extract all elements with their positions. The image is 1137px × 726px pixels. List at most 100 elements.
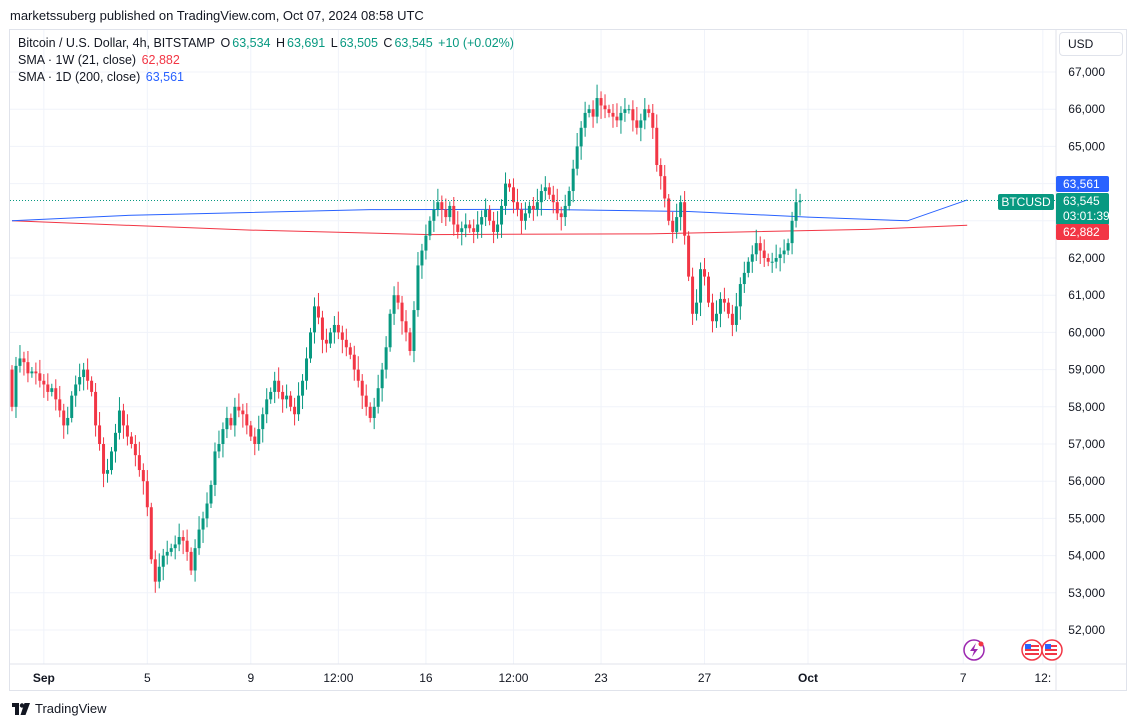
candle (336, 311, 340, 340)
us-flag-icon[interactable] (1041, 639, 1063, 661)
candle-body (691, 276, 695, 314)
candle (663, 165, 667, 208)
candle (340, 325, 344, 354)
x-tick-label: 9 (247, 671, 254, 685)
legend-sma-1d[interactable]: SMA · 1D (200, close) 63,561 (18, 70, 186, 84)
candle-body (94, 391, 98, 426)
x-tick-label: 7 (960, 671, 967, 685)
candle (619, 106, 623, 134)
tradingview-brand[interactable]: TradingView (12, 701, 107, 716)
x-axis: Sep 5 9 12:00 16 12:00 23 27 Oct 7 12: (33, 671, 1051, 685)
currency-button[interactable]: USD (1059, 32, 1123, 56)
candle (396, 281, 400, 310)
candle-body (774, 258, 778, 262)
candle (153, 550, 157, 593)
candle-body (213, 451, 217, 485)
candle-body (575, 146, 579, 169)
candle (460, 221, 464, 246)
legend-main[interactable]: Bitcoin / U.S. Dollar, 4h, BITSTAMP O 63,… (18, 36, 516, 50)
candle (766, 253, 770, 267)
candle-body (766, 258, 770, 262)
candle-body (778, 254, 782, 258)
close-label: C (383, 36, 393, 50)
candle-body (511, 187, 515, 203)
candle (492, 211, 496, 244)
candle-body (113, 432, 117, 452)
candle (293, 397, 297, 426)
candle (464, 213, 468, 238)
candle (643, 98, 647, 130)
candle-body (667, 198, 671, 221)
us-flag-icon[interactable] (1021, 639, 1043, 661)
candle (746, 257, 750, 278)
candle (703, 258, 707, 286)
candle (476, 211, 480, 239)
candle-body (141, 470, 145, 482)
candle-body (34, 371, 38, 374)
candle-body (710, 302, 714, 322)
candle (436, 188, 440, 217)
candle (113, 423, 117, 463)
candle (631, 100, 635, 132)
candle (78, 363, 82, 392)
candle-body (328, 332, 332, 344)
candle (14, 356, 18, 418)
candle-body (229, 417, 233, 426)
candle-body (695, 302, 699, 314)
candle-body (551, 194, 555, 203)
candle-body (189, 551, 193, 571)
candle (70, 391, 74, 423)
sma-1w-layer (11, 220, 968, 236)
candle (388, 309, 392, 352)
candle (309, 327, 312, 363)
candle (647, 104, 651, 118)
candle-body (480, 217, 484, 225)
candle (233, 397, 237, 437)
flash-icon[interactable] (963, 639, 985, 661)
candle-body (22, 358, 26, 363)
candle-body (468, 224, 472, 229)
candle (488, 205, 492, 226)
candle (189, 547, 193, 575)
candle (94, 382, 98, 437)
candle (555, 188, 559, 221)
candle-body (687, 235, 691, 277)
candle (368, 402, 372, 423)
candle-body (508, 183, 511, 188)
candle (428, 216, 432, 241)
candle-body (651, 112, 655, 128)
candle (344, 328, 348, 357)
candle (444, 198, 448, 227)
candle-body (165, 551, 169, 556)
candle-body (699, 269, 703, 303)
candle (257, 415, 261, 451)
candle-body (201, 518, 205, 530)
candle-body (476, 224, 480, 232)
candle (269, 387, 273, 404)
y-tick-label: 60,000 (1068, 325, 1105, 339)
candle-body (217, 444, 221, 452)
candle-body (607, 109, 611, 113)
candle-body (758, 243, 762, 251)
candle-body (18, 358, 22, 366)
candle (559, 206, 563, 231)
candle (798, 193, 802, 216)
candle-body (627, 109, 631, 111)
candle (563, 194, 567, 227)
legend-sma-1w[interactable]: SMA · 1W (21, close) 62,882 (18, 53, 182, 67)
x-tick-label: 23 (594, 671, 608, 685)
candle (535, 188, 539, 217)
candle-body (679, 202, 683, 218)
candle-body (281, 391, 285, 400)
candle-body (352, 354, 356, 370)
candle (86, 358, 90, 390)
candle (726, 298, 730, 319)
candle-body (746, 261, 750, 273)
candle-body (384, 347, 388, 370)
candle (193, 539, 197, 582)
candle (472, 219, 476, 244)
sma-1d-price-tag: 63,561 (1056, 176, 1109, 192)
candle-body (221, 429, 225, 444)
candle-body (340, 332, 344, 340)
